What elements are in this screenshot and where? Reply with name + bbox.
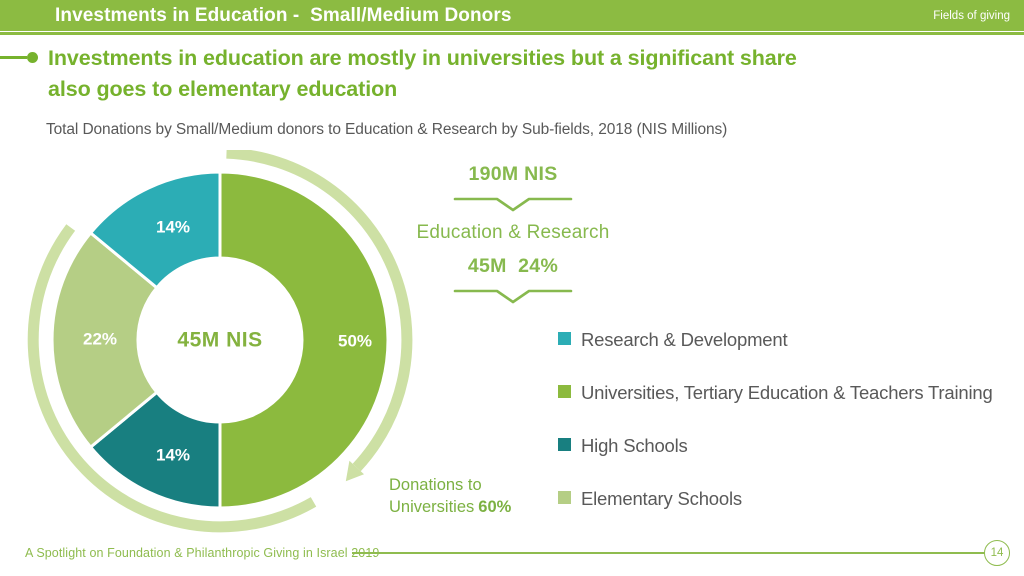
legend-item-universities: Universities, Tertiary Education & Teach…	[558, 379, 1008, 406]
footer-line	[352, 551, 985, 554]
segment-label-high-schools: 14%	[156, 446, 190, 465]
callout-column: 190M NIS Education & Research 45M 24%	[402, 163, 624, 305]
slide-title: Investments in Education - Small/Medium …	[55, 4, 512, 26]
legend-swatch-elementary	[558, 491, 571, 504]
annotation-arc-right	[226, 150, 413, 472]
headline-line1: Investments in education are mostly in u…	[48, 46, 797, 70]
header-rule	[0, 32, 1024, 35]
header-bar: Investments in Education - Small/Medium …	[0, 0, 1024, 31]
legend-item-high-schools: High Schools	[558, 432, 1008, 459]
donut-chart: 50% 14% 22% 14% 45M NIS	[27, 150, 413, 533]
legend-label: Universities, Tertiary Education & Teach…	[581, 382, 993, 403]
segment-label-research: 14%	[156, 218, 190, 237]
page-number-badge: 14	[984, 540, 1010, 566]
headline: Investments in education are mostly in u…	[48, 43, 848, 104]
donations-note-line1: Donations to	[389, 476, 482, 494]
header-corner-label: Fields of giving	[933, 9, 1010, 22]
segment-research-development	[89, 170, 222, 290]
headline-bullet-dot-icon	[27, 51, 38, 63]
donut-center-label: 45M NIS	[177, 329, 262, 352]
segment-universities	[218, 170, 390, 510]
legend-swatch-high-schools	[558, 438, 571, 451]
headline-line2: also goes to elementary education	[48, 76, 398, 101]
legend-label: High Schools	[581, 435, 688, 456]
donations-note: Donations to Universities 60%	[389, 475, 589, 518]
legend-item-elementary: Elementary Schools	[558, 485, 1008, 512]
headline-bullet-line	[0, 56, 27, 59]
callout-total: 190M NIS	[468, 163, 558, 185]
legend-label: Elementary Schools	[581, 488, 742, 509]
legend-swatch-universities	[558, 385, 571, 398]
footer-source: A Spotlight on Foundation & Philanthropi…	[25, 546, 380, 560]
brace-down-icon	[453, 197, 573, 212]
brace-down-icon	[453, 289, 573, 304]
segment-elementary-schools	[50, 231, 159, 449]
segment-label-universities: 50%	[338, 332, 372, 351]
segment-label-elementary: 22%	[83, 330, 117, 349]
legend-item-research: Research & Development	[558, 326, 1008, 353]
legend-swatch-research	[558, 332, 571, 345]
chart-title: Total Donations by Small/Medium donors t…	[46, 121, 728, 138]
annotation-arrowhead-icon	[345, 460, 364, 482]
donations-note-pct: 60%	[478, 497, 512, 516]
callout-category: Education & Research	[416, 222, 610, 243]
donations-note-line2: Universities 60%	[389, 497, 512, 516]
callout-subtotal: 45M 24%	[467, 255, 559, 277]
annotation-arc-left	[27, 224, 317, 533]
legend-label: Research & Development	[581, 329, 788, 350]
